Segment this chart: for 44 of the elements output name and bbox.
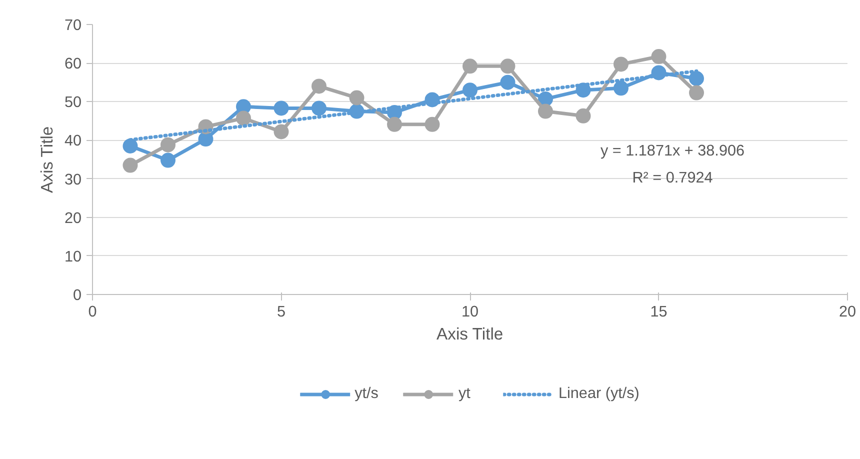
point (538, 104, 553, 119)
point (160, 137, 176, 152)
point (462, 58, 478, 74)
y-tick-label: 0 (72, 287, 82, 304)
y-axis-title: Axis Title (37, 126, 56, 193)
x-axis-title: Axis Title (436, 324, 504, 344)
point (614, 56, 628, 72)
point (387, 116, 402, 132)
point (236, 110, 251, 126)
point (274, 124, 289, 140)
legend-label: Linear (yt/s) (558, 385, 640, 403)
y-tick-label: 40 (64, 132, 82, 150)
y-tick-label: 30 (64, 171, 82, 188)
x-tick-label: 0 (88, 304, 97, 320)
x-tick-label: 20 (838, 304, 856, 320)
point (689, 85, 704, 100)
point (312, 100, 326, 116)
point (122, 138, 138, 154)
y-tick-label: 50 (64, 94, 82, 112)
legend-label: yt/s (354, 385, 378, 403)
x-tick-label: 15 (650, 304, 668, 320)
x-tick-label: 5 (276, 304, 286, 320)
y-tick-label: 20 (64, 210, 82, 227)
point (689, 71, 704, 86)
y-tick-label: 70 (64, 17, 82, 34)
point (274, 100, 289, 116)
point (312, 78, 326, 94)
point (349, 90, 364, 106)
point (160, 152, 176, 168)
point (614, 80, 628, 96)
y-tick-label: 60 (64, 56, 82, 73)
point (424, 116, 440, 132)
y-tick-label: 10 (64, 248, 82, 266)
annotation: y = 1.1871x + 38.906 (600, 142, 745, 160)
point (500, 74, 516, 90)
point (462, 82, 478, 98)
point (122, 158, 138, 173)
legend-label: yt (458, 385, 472, 403)
point (651, 49, 666, 64)
point (198, 132, 214, 147)
point (500, 58, 516, 74)
annotation: R² = 0.7924 (632, 170, 714, 186)
point (576, 108, 591, 124)
x-tick-label: 10 (461, 304, 479, 320)
